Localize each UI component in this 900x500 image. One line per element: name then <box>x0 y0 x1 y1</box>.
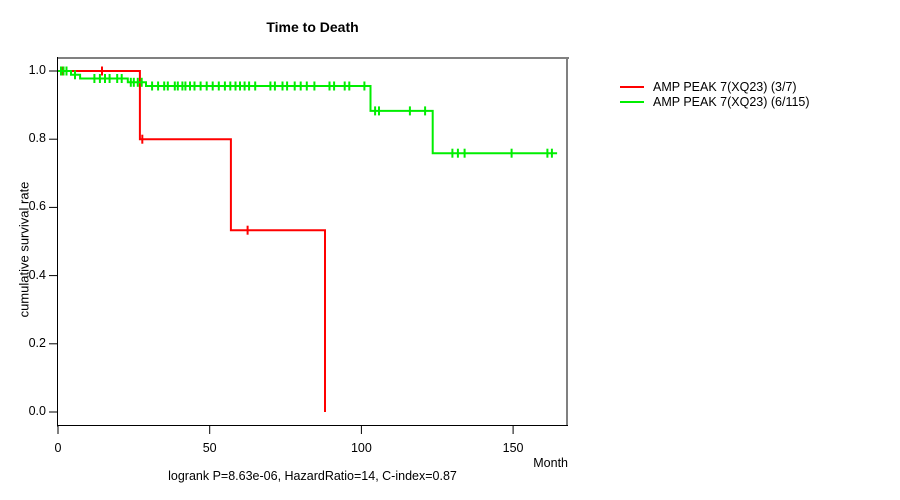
y-tick-label: 0.8 <box>28 131 46 146</box>
y-tick-label: 1.0 <box>28 63 46 77</box>
x-tick-label: 50 <box>202 441 217 455</box>
green-line-swatch <box>620 100 644 103</box>
legend-row-green: AMP PEAK 7(XQ23) (6/115) <box>620 94 810 109</box>
red-line-swatch <box>620 85 644 88</box>
chart-title: Time to Death <box>266 19 359 35</box>
legend-row-red: AMP PEAK 7(XQ23) (3/7) <box>620 79 810 94</box>
x-tick-label: 150 <box>502 441 524 455</box>
y-tick-label: 0.6 <box>28 199 46 214</box>
legend-label-green: AMP PEAK 7(XQ23) (6/115) <box>653 94 810 109</box>
x-axis-unit-label: Month <box>533 456 568 470</box>
y-tick-label: 0.2 <box>28 335 46 350</box>
legend-label-red: AMP PEAK 7(XQ23) (3/7) <box>653 79 797 94</box>
statistics-annotation: logrank P=8.63e-06, HazardRatio=14, C-in… <box>168 469 457 483</box>
x-tick-label: 100 <box>350 441 372 455</box>
x-tick-label: 0 <box>54 441 62 455</box>
y-tick-label: 0.0 <box>28 404 46 418</box>
survival-curve-red <box>58 70 326 412</box>
y-tick-label: 0.4 <box>28 267 46 282</box>
legend: AMP PEAK 7(XQ23) (3/7) AMP PEAK 7(XQ23) … <box>620 79 810 109</box>
